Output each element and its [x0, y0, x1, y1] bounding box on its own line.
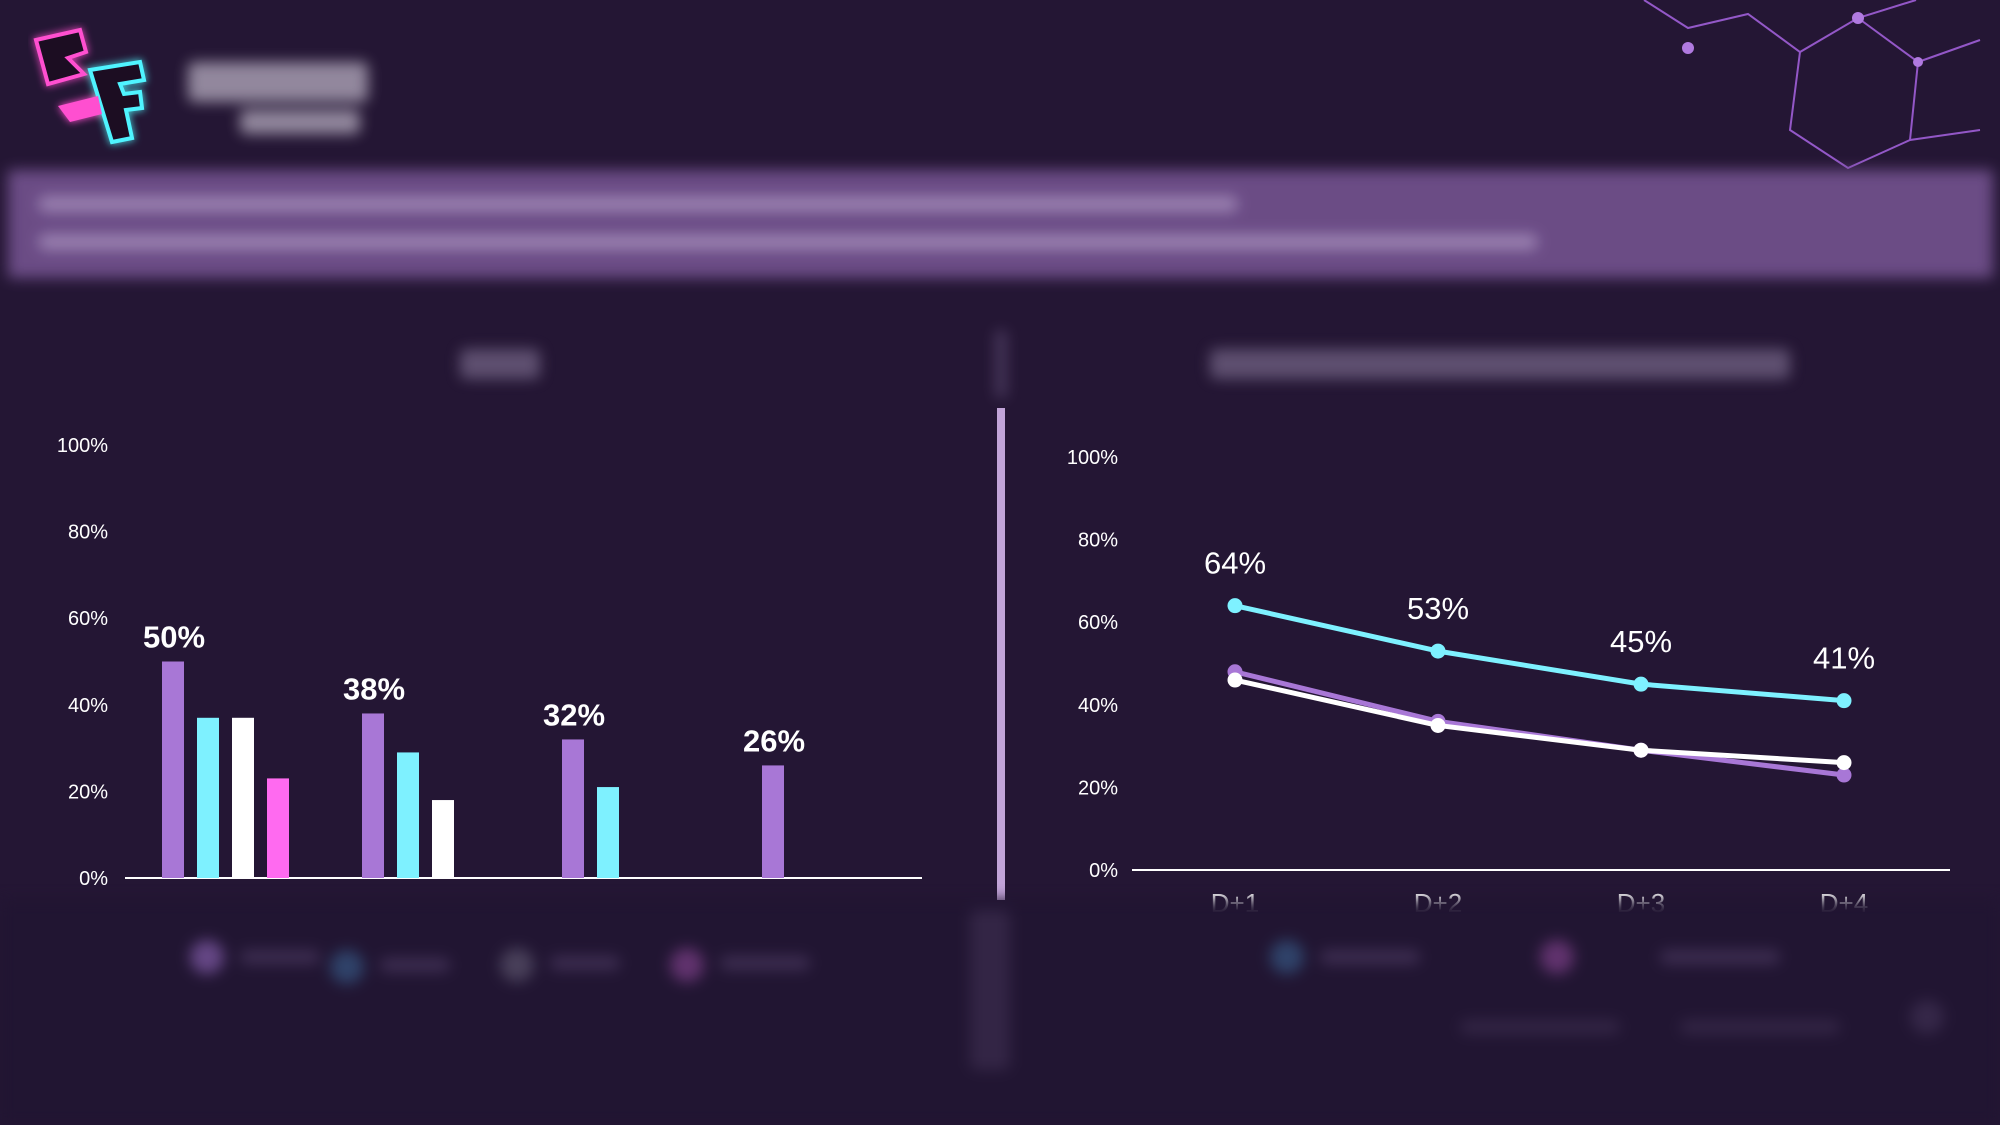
bar — [762, 765, 784, 878]
bar — [362, 713, 384, 878]
bf-logo — [33, 27, 147, 145]
bar-chart: 0% 20% 40% 60% 80% 100% 50% 38% 32% 26% — [57, 435, 922, 890]
y-tick-label: 60% — [68, 608, 108, 630]
data-point — [1430, 643, 1446, 659]
data-label: 45% — [1610, 624, 1672, 659]
y-tick-label: 40% — [68, 695, 108, 717]
data-point — [1836, 693, 1852, 709]
chart-divider — [997, 408, 1005, 900]
bar — [432, 800, 454, 878]
divider-top-blurred — [995, 330, 1007, 398]
data-point — [1633, 742, 1649, 758]
y-tick-label: 0% — [79, 868, 108, 890]
y-tick-label: 20% — [1078, 777, 1118, 799]
data-label: 38% — [343, 671, 405, 706]
bar — [397, 752, 419, 878]
data-point — [1633, 676, 1649, 692]
bar — [232, 717, 254, 878]
series-line — [1234, 603, 1845, 704]
bar — [162, 661, 184, 878]
page-title-blurred — [180, 52, 440, 152]
data-label: 53% — [1407, 591, 1469, 626]
hexagon-decoration — [1643, 0, 1981, 170]
right-chart-heading-blurred — [1210, 345, 1790, 385]
data-point — [1227, 598, 1243, 614]
bar — [597, 787, 619, 878]
y-tick-label: 60% — [1078, 612, 1118, 634]
data-point — [1836, 767, 1852, 783]
data-point — [1836, 755, 1852, 771]
y-tick-label: 80% — [1078, 530, 1118, 552]
data-point — [1227, 672, 1243, 688]
y-tick-label: 40% — [1078, 695, 1118, 717]
line-chart: 0%20%40%60%80%100%D+1D+2D+3D+464%53%45%4… — [1067, 447, 1950, 918]
series-line — [1234, 677, 1845, 766]
left-chart-heading-blurred — [460, 345, 540, 385]
y-tick-label: 100% — [1067, 447, 1118, 469]
y-tick-label: 0% — [1089, 860, 1118, 882]
bar — [562, 739, 584, 878]
legend-area-blurred — [0, 900, 2000, 1125]
bar — [197, 717, 219, 878]
data-label: 41% — [1813, 641, 1875, 676]
data-label: 64% — [1204, 546, 1266, 581]
data-point — [1430, 717, 1446, 733]
y-tick-label: 80% — [68, 522, 108, 544]
y-tick-label: 100% — [57, 435, 108, 457]
description-banner-blurred — [8, 170, 1993, 278]
y-tick-label: 20% — [68, 781, 108, 803]
data-label: 32% — [543, 697, 605, 732]
data-label: 26% — [743, 723, 805, 758]
bar — [267, 778, 289, 878]
data-label: 50% — [143, 620, 205, 655]
